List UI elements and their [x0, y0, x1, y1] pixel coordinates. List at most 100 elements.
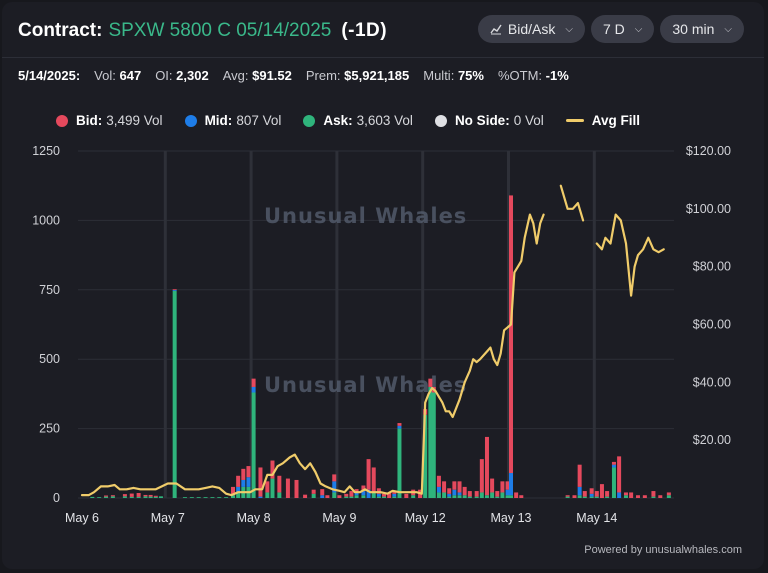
- y-left-tick-label: 250: [39, 422, 60, 436]
- bar-bid: [479, 459, 484, 493]
- bar-bid: [666, 492, 671, 496]
- interval-dropdown[interactable]: 30 min ⌵: [660, 15, 744, 43]
- bar-bid: [387, 492, 392, 498]
- bar-bid: [404, 493, 409, 498]
- avg-fill-line-icon: [565, 119, 584, 122]
- bar-ask: [565, 496, 570, 498]
- bar-bid: [611, 461, 616, 465]
- bar-mid: [236, 486, 241, 493]
- bar-bid: [241, 468, 246, 480]
- bar-bid: [457, 481, 462, 493]
- day-boundary: [507, 151, 510, 498]
- y-left-tick-label: 0: [53, 491, 60, 505]
- bar-ask: [431, 392, 436, 498]
- x-tick-label: May 13: [491, 511, 532, 525]
- bar-mid: [361, 491, 366, 496]
- bar-ask: [311, 493, 316, 498]
- bar-ask: [122, 496, 127, 498]
- bar-bid: [337, 495, 342, 498]
- bar-mid: [397, 425, 402, 429]
- bar-ask: [210, 497, 215, 498]
- bar-ask: [231, 495, 236, 498]
- avg-fill-line: [595, 213, 665, 297]
- bar-bid: [265, 481, 270, 493]
- bar-ask: [110, 496, 115, 498]
- bar-bid: [519, 495, 524, 498]
- day-boundary: [163, 151, 167, 498]
- interval-label: 30 min: [672, 21, 715, 37]
- powered-by[interactable]: Powered by unusualwhales.com: [584, 544, 742, 556]
- bar-bid: [509, 195, 513, 474]
- y-right-tick-label: $60.00: [693, 318, 731, 332]
- bar-ask: [104, 496, 109, 498]
- bar-bid: [270, 460, 275, 479]
- bar-mid: [241, 479, 246, 487]
- bar-ask: [484, 495, 489, 498]
- legend-ask[interactable]: Ask: 3,603 Vol: [303, 113, 413, 128]
- bar-bid: [148, 494, 153, 497]
- legend-mid[interactable]: Mid: 807 Vol: [184, 113, 281, 128]
- bar-bid: [349, 491, 354, 497]
- stat-otm: %OTM: -1%: [497, 68, 569, 83]
- chevron-down-icon: ⌵: [565, 23, 573, 35]
- range-dropdown[interactable]: 7 D ⌵: [590, 15, 655, 43]
- bar-bid: [129, 493, 134, 497]
- bar-mid: [332, 481, 337, 493]
- contract-name[interactable]: SPXW 5800 C 05/14/2025: [108, 20, 332, 41]
- bar-bid: [447, 488, 452, 494]
- bar-bid: [311, 489, 316, 494]
- y-right-tick-label: $20.00: [693, 433, 731, 447]
- bar-ask: [332, 492, 337, 498]
- bar-bid: [629, 492, 634, 498]
- y-left-tick-label: 1250: [32, 144, 60, 158]
- x-tick-label: May 6: [65, 511, 99, 525]
- bar-bid: [143, 494, 148, 497]
- bar-bid: [397, 423, 402, 426]
- bar-mid: [246, 477, 251, 487]
- bar-mid: [577, 486, 582, 496]
- chevron-down-icon: ⌵: [634, 23, 643, 35]
- x-tick-label: May 14: [576, 511, 617, 525]
- bar-ask: [361, 495, 366, 498]
- bid-ask-dropdown[interactable]: Bid/Ask ⌵: [477, 15, 585, 43]
- bar-bid: [371, 467, 376, 493]
- stat-multi: Multi: 75%: [423, 68, 484, 83]
- bar-bid: [285, 478, 290, 498]
- bar-bid: [153, 495, 158, 497]
- bar-ask: [666, 495, 671, 498]
- bar-ask: [509, 495, 513, 498]
- bar-bid: [635, 495, 640, 498]
- bar-bid: [136, 493, 141, 497]
- bar-ask: [490, 492, 495, 498]
- legend-bid[interactable]: Bid: 3,499 Vol: [56, 113, 163, 128]
- bar-bid: [320, 489, 325, 496]
- bar-ask: [376, 496, 381, 498]
- bar-mid: [320, 495, 325, 498]
- y-right-tick-label: $100.00: [686, 202, 731, 216]
- bar-bid: [452, 481, 457, 490]
- bar-ask: [467, 496, 472, 498]
- bar-mid: [611, 464, 616, 468]
- bar-bid: [303, 494, 308, 498]
- bar-bid: [172, 289, 177, 291]
- bar-mid: [589, 493, 594, 497]
- bar-ask: [423, 414, 428, 498]
- bar-ask: [217, 497, 222, 498]
- bar-ask: [594, 496, 599, 498]
- bar-ask: [349, 496, 354, 498]
- bar-mid: [505, 489, 510, 496]
- bar-ask: [270, 478, 275, 498]
- bar-bid: [246, 466, 251, 478]
- day-boundary: [249, 151, 253, 498]
- bar-ask: [442, 492, 447, 498]
- bar-bid: [382, 493, 387, 497]
- legend-no-side[interactable]: No Side: 0 Vol: [434, 113, 544, 128]
- bar-ask: [277, 492, 282, 498]
- legend-avg-fill[interactable]: Avg Fill: [565, 113, 644, 128]
- contract-label: Contract:: [18, 20, 103, 41]
- bar-bid: [594, 491, 599, 497]
- bar-bid: [484, 436, 489, 496]
- bar-ask: [143, 496, 148, 498]
- x-tick-label: May 8: [237, 511, 271, 525]
